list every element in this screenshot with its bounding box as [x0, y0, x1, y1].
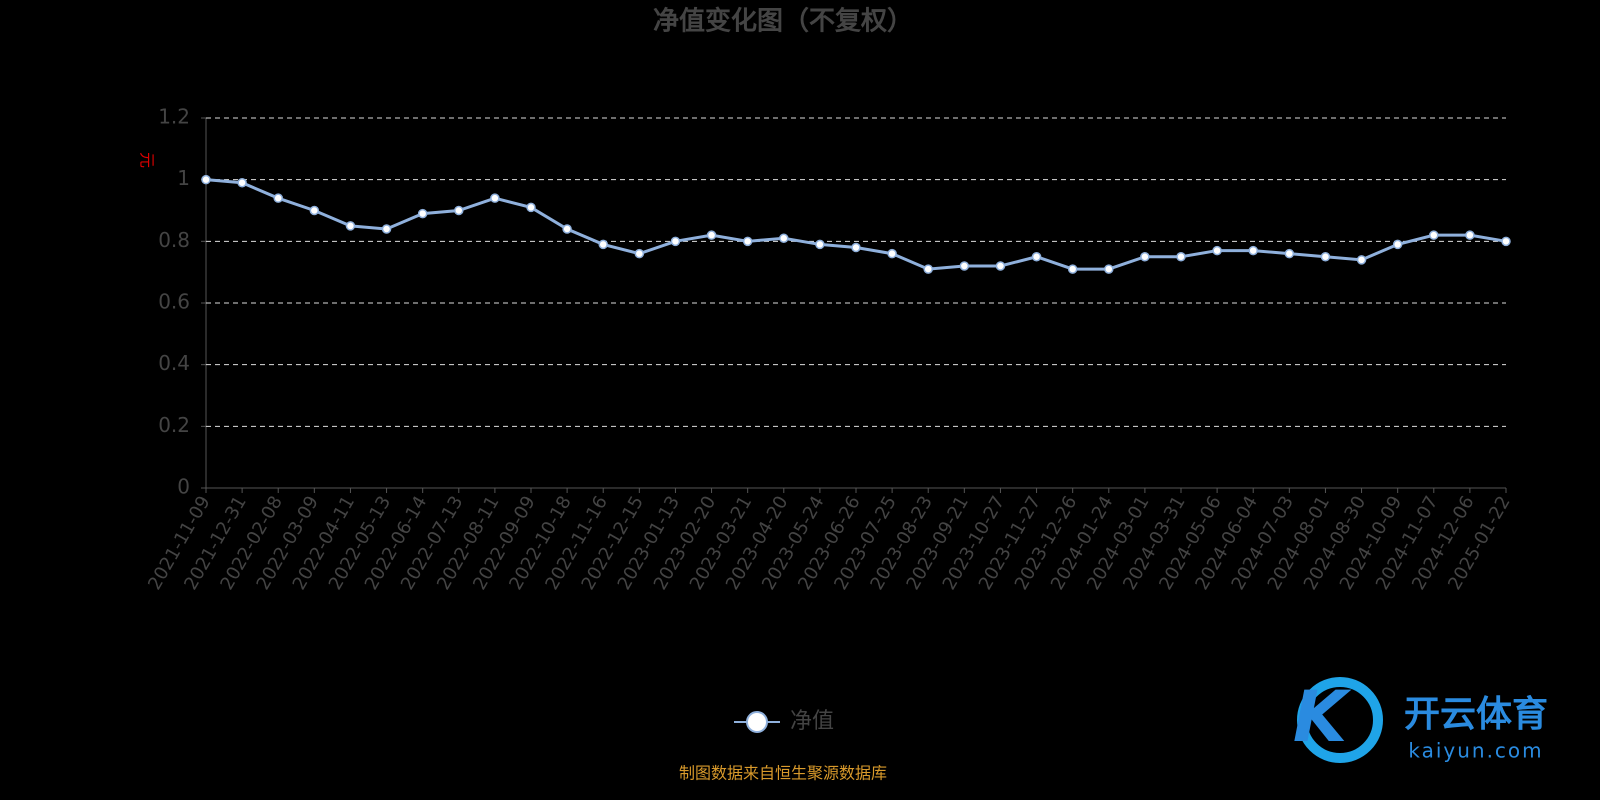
y-tick-label: 0.2 [158, 413, 190, 437]
point [562, 224, 572, 234]
point [1176, 252, 1186, 262]
point [490, 193, 500, 203]
point [345, 221, 356, 231]
point [706, 230, 717, 240]
y-tick-label: 1.2 [158, 105, 190, 129]
point [742, 236, 753, 247]
legend-marker [746, 711, 768, 733]
legend-label: 净值 [790, 709, 834, 734]
y-tick-label: 0.8 [158, 228, 190, 252]
point [526, 202, 536, 213]
y-tick-label: 1 [177, 166, 190, 190]
point [1392, 239, 1403, 250]
y-tick-label: 0.6 [158, 290, 190, 314]
point [779, 233, 789, 243]
point [1429, 230, 1439, 240]
logo-letter: K [1293, 676, 1352, 758]
point [1104, 264, 1114, 274]
watermark-brand: 开云体育 [1404, 694, 1548, 735]
point [1248, 245, 1258, 256]
point [1031, 252, 1042, 262]
point [1356, 255, 1367, 265]
point [1320, 252, 1331, 262]
point [201, 174, 211, 185]
y-axis-label: 元 [138, 152, 157, 168]
point [1067, 264, 1078, 274]
point [309, 205, 320, 216]
point [923, 264, 933, 274]
point [237, 178, 247, 188]
point [1212, 245, 1222, 256]
point [273, 193, 283, 203]
chart-title: 净值变化图（不复权） [653, 6, 913, 37]
point [1284, 248, 1295, 259]
point [381, 224, 392, 234]
point [634, 248, 645, 259]
source-note: 制图数据来自恒生聚源数据库 [679, 764, 887, 783]
point [670, 236, 681, 247]
point [1140, 252, 1150, 262]
point [1501, 236, 1511, 247]
logo-ring [1297, 677, 1383, 763]
point [1465, 230, 1475, 240]
watermark: K 开云体育 kaiyun.com [1293, 676, 1548, 763]
watermark-url: kaiyun.com [1408, 739, 1543, 763]
y-tick-label: 0 [177, 475, 190, 499]
y-tick-label: 0.4 [158, 351, 190, 375]
point [851, 242, 861, 253]
legend: 净值 [734, 709, 834, 734]
point [995, 261, 1006, 271]
point [454, 205, 464, 216]
point [815, 239, 825, 250]
point [959, 261, 970, 271]
point [417, 208, 428, 219]
point [887, 248, 897, 259]
point [598, 239, 608, 250]
